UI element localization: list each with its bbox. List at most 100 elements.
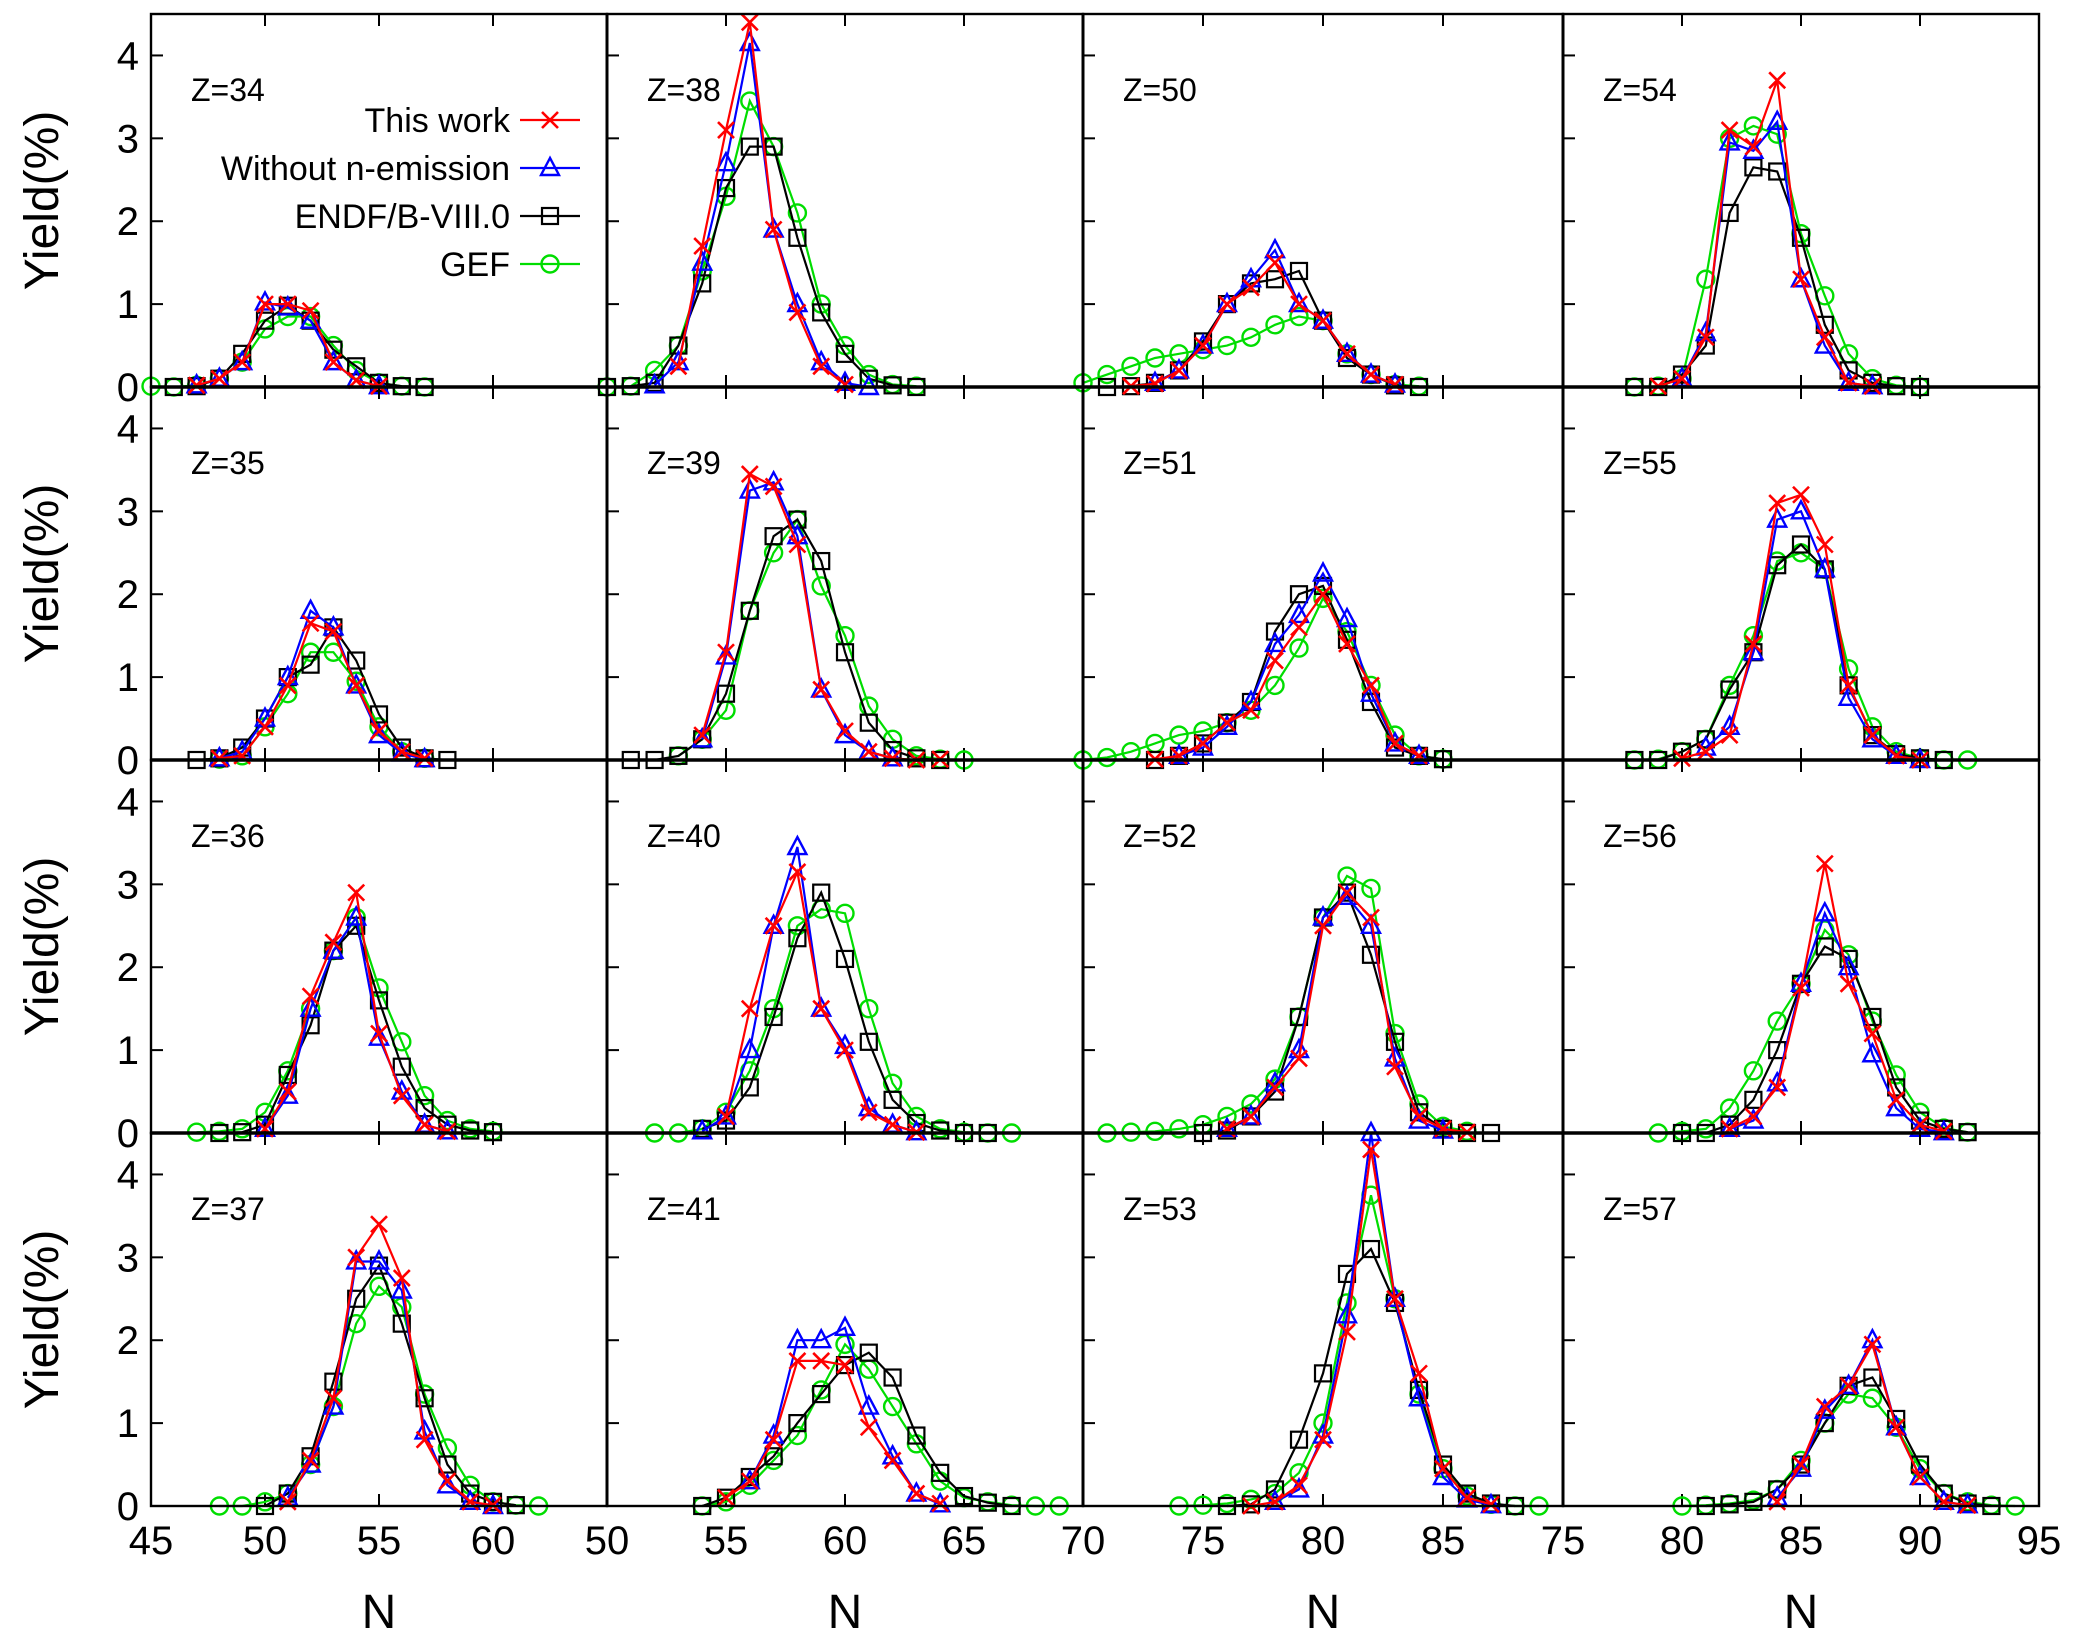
legend-item-this_work: This work <box>365 102 580 140</box>
data-point-this_work-b <box>392 1086 411 1105</box>
data-point-this_work <box>1482 1495 1500 1514</box>
data-point-endf <box>931 1121 950 1140</box>
panel-frame <box>1081 1131 1565 1508</box>
data-point-no_nemission <box>1885 1414 1908 1436</box>
data-point-this_work <box>1410 1107 1428 1126</box>
data-point-this_work <box>1863 1335 1882 1354</box>
data-point-endf <box>716 178 736 198</box>
data-point-no_nemission <box>1312 308 1334 329</box>
legend-item-endf: ENDF/B-VIII.0 <box>295 198 580 236</box>
data-point-no_nemission <box>1718 129 1741 151</box>
data-point-this_work-b <box>392 742 411 761</box>
data-point-no_nemission <box>738 1468 761 1490</box>
y-tick-label: 3 <box>117 1236 139 1280</box>
data-point-this_work <box>278 295 297 314</box>
data-point-this_work-b <box>1839 676 1858 695</box>
data-point-gef <box>1289 638 1309 658</box>
y-tick-label: 0 <box>117 1485 139 1529</box>
series-line-this_work <box>1681 493 1921 762</box>
data-point-this_work <box>1792 1455 1810 1474</box>
panel-z37: 0 1 2 3 4 Z=37 <box>117 1131 609 1529</box>
data-point-this_work <box>324 622 343 641</box>
data-point-this_work-b <box>1266 651 1284 670</box>
data-point-this_work <box>740 999 759 1018</box>
data-point-this_work-b <box>693 726 712 745</box>
legend-label: This work <box>365 102 511 140</box>
data-point-gef <box>1217 335 1237 356</box>
data-point-gef <box>1097 364 1117 385</box>
panel-z53: Z=53 <box>1081 1120 1565 1516</box>
data-point-this_work <box>324 353 343 372</box>
data-point-this_work-b <box>1314 1430 1332 1449</box>
series-no_nemission <box>738 1315 952 1513</box>
data-point-no_nemission <box>810 1327 833 1349</box>
data-point-no_nemission <box>810 676 833 698</box>
data-point-this_work-b <box>1242 278 1260 297</box>
panel-frame <box>605 385 1085 762</box>
panel-z54: Z=54 <box>1561 12 2041 397</box>
data-point-endf <box>1457 1484 1477 1503</box>
data-point-this_work <box>415 1115 434 1134</box>
data-point-this_work-b <box>1792 270 1810 289</box>
data-point-this_work-b <box>1887 1090 1906 1109</box>
data-point-this_work <box>1362 365 1380 384</box>
data-point-no_nemission <box>1384 1286 1406 1307</box>
data-point-endf <box>835 949 855 969</box>
data-point-this_work <box>693 726 712 745</box>
data-point-this_work <box>1266 1078 1284 1097</box>
panel-z38: Z=38 <box>597 12 1085 397</box>
data-point-this_work <box>1338 635 1356 653</box>
data-point-this_work-b <box>1266 1078 1284 1097</box>
data-point-this_work-b <box>812 999 831 1018</box>
data-point-no_nemission <box>1240 1103 1262 1125</box>
data-point-endf <box>1433 1455 1453 1474</box>
panel-frame <box>1561 1131 2041 1508</box>
data-point-this_work <box>1314 1430 1332 1449</box>
legend-label: ENDF/B-VIII.0 <box>295 198 510 236</box>
data-point-this_work <box>812 999 831 1018</box>
data-point-no_nemission <box>1408 1385 1430 1407</box>
y-tick-label: 4 <box>117 1153 139 1197</box>
data-point-endf <box>1265 622 1285 641</box>
series-no_nemission <box>208 598 436 768</box>
data-point-endf <box>740 1078 759 1097</box>
data-point-endf <box>859 713 878 732</box>
series-gef <box>141 306 435 397</box>
series-line-gef <box>196 915 494 1134</box>
data-point-this_work <box>1815 535 1834 554</box>
data-point-endf <box>835 1355 855 1375</box>
series-no_nemission <box>1264 1120 1502 1514</box>
data-point-gef <box>1265 675 1285 696</box>
data-point-endf <box>835 344 855 363</box>
data-point-gef <box>1313 588 1333 609</box>
data-point-this_work-b <box>1696 742 1715 761</box>
data-point-this_work <box>764 220 783 239</box>
data-point-endf <box>278 1065 297 1085</box>
data-point-endf <box>1265 270 1285 289</box>
panel-z57: Z=57 <box>1561 1131 2041 1516</box>
data-point-no_nemission <box>715 150 737 172</box>
data-point-no_nemission <box>1790 498 1812 520</box>
panel-frame <box>1081 758 1565 1135</box>
data-point-gef <box>1696 269 1716 289</box>
data-point-this_work-b <box>1744 1107 1763 1126</box>
panel-frame <box>149 758 609 1135</box>
data-point-this_work <box>1386 375 1404 394</box>
data-point-this_work-b <box>1720 726 1739 745</box>
data-point-endf <box>1313 1364 1333 1383</box>
x-tick-label: 55 <box>357 1519 402 1563</box>
data-point-this_work <box>233 353 252 372</box>
data-point-this_work <box>764 477 783 496</box>
data-point-endf <box>347 651 366 670</box>
data-point-gef <box>414 1085 435 1106</box>
data-point-this_work-b <box>931 1494 950 1513</box>
panels-layer: 0 1 2 3 4 Z=34 Z=38 Z=50 Z=54 0 1 2 3 4 Z=35 Z=39 Z=51 Z=… <box>117 12 2041 1529</box>
series-line-gef <box>677 517 965 762</box>
data-point-no_nemission <box>786 1327 809 1349</box>
data-point-this_work <box>1338 344 1356 363</box>
series-line-gef <box>1634 124 1921 389</box>
data-point-this_work-b <box>1386 1057 1404 1076</box>
panel-frame <box>1561 758 2041 1135</box>
series-this_work <box>278 1215 502 1515</box>
data-point-this_work <box>1673 369 1691 388</box>
